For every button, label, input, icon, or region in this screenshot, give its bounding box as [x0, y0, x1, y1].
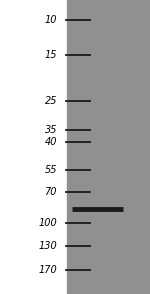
Text: 55: 55	[45, 165, 57, 175]
Text: 170: 170	[38, 265, 57, 275]
Text: 40: 40	[45, 137, 57, 147]
Text: 35: 35	[45, 125, 57, 135]
Bar	[67, 0, 150, 294]
Text: 25: 25	[45, 96, 57, 106]
Text: 130: 130	[38, 241, 57, 251]
Text: 15: 15	[45, 51, 57, 61]
Bar	[0, 0, 67, 294]
Text: 10: 10	[45, 15, 57, 25]
Text: 100: 100	[38, 218, 57, 228]
Text: 70: 70	[45, 187, 57, 197]
